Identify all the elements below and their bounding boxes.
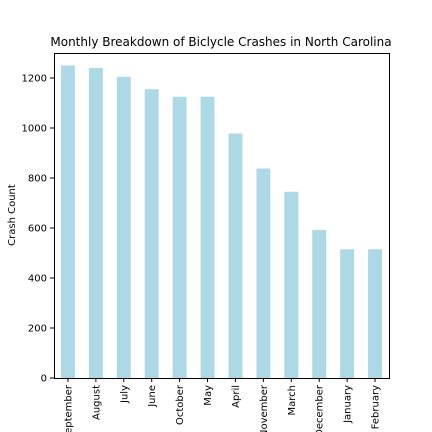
x-tick-label: February bbox=[371, 385, 382, 429]
x-tick-label: October bbox=[175, 384, 186, 425]
bars-group bbox=[60, 65, 383, 378]
y-axis-ticks: 0 200 400 600 800 1000 1200 bbox=[22, 74, 54, 385]
y-tick-label: 200 bbox=[28, 324, 47, 335]
y-axis-label: Crash Count bbox=[7, 184, 18, 246]
x-tick-label: March bbox=[287, 385, 298, 415]
chart-title: Monthly Breakdown of Biclycle Crashes in… bbox=[50, 35, 391, 49]
x-tick-label: August bbox=[91, 385, 102, 420]
bar-february bbox=[368, 249, 383, 378]
y-tick-label: 400 bbox=[28, 274, 47, 285]
y-tick-label: 1200 bbox=[22, 74, 47, 85]
x-tick-label: June bbox=[147, 385, 158, 408]
y-tick-label: 1000 bbox=[22, 124, 47, 135]
x-axis-ticks: September August July June October May April No… bbox=[63, 378, 382, 432]
x-tick-label: April bbox=[231, 385, 242, 408]
x-tick-label: July bbox=[119, 385, 130, 404]
bar-march bbox=[284, 191, 299, 378]
bar-april bbox=[228, 133, 243, 378]
bar-august bbox=[88, 68, 103, 378]
x-tick-label: December bbox=[315, 384, 326, 432]
bar-october bbox=[172, 96, 187, 378]
x-tick-label: November bbox=[259, 384, 270, 432]
y-tick-label: 800 bbox=[28, 174, 47, 185]
bar-june bbox=[144, 89, 159, 378]
bar-january bbox=[340, 249, 355, 378]
bar-december bbox=[312, 230, 327, 378]
bar-may bbox=[200, 96, 215, 378]
bar-november bbox=[256, 168, 271, 378]
y-tick-label: 0 bbox=[41, 374, 47, 385]
y-tick-label: 600 bbox=[28, 224, 47, 235]
x-tick-label: January bbox=[343, 385, 354, 424]
x-tick-label: September bbox=[63, 384, 74, 432]
plot-frame bbox=[54, 53, 390, 379]
bar-july bbox=[116, 76, 131, 378]
x-tick-label: May bbox=[203, 385, 214, 406]
bar-september bbox=[60, 65, 75, 378]
